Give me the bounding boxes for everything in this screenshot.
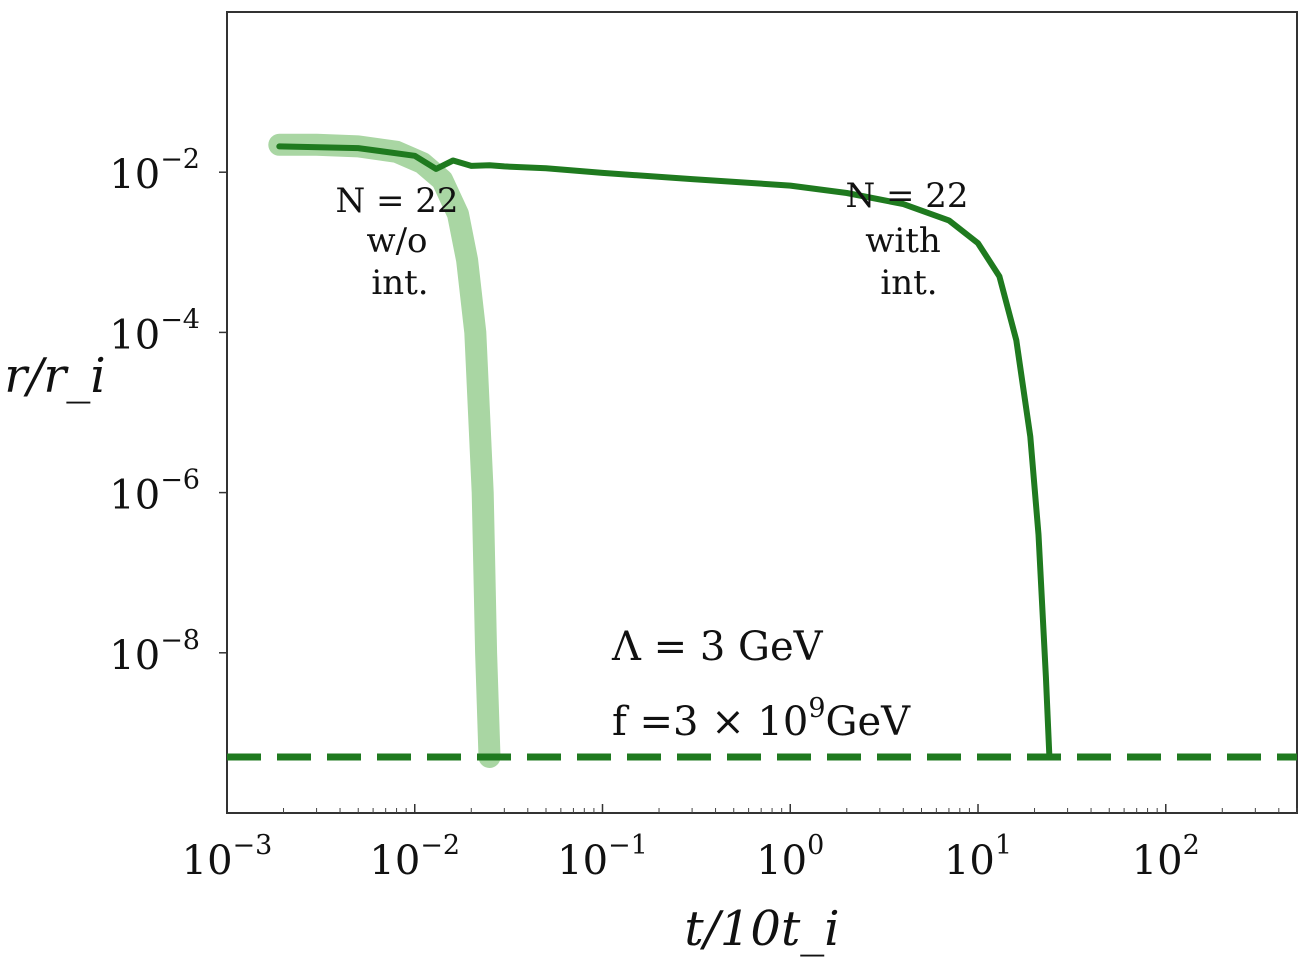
- annotation-right-n: N = 22: [845, 176, 968, 216]
- x-tick-label: 100: [756, 830, 824, 884]
- x-tick-label: 102: [1132, 830, 1200, 884]
- x-tick-label: 10−1: [557, 830, 648, 884]
- annotation-with-interaction: N = 22 with int.: [845, 176, 968, 303]
- annotation-left-wo: w/o: [366, 221, 427, 261]
- annotation-right-with: with: [865, 221, 941, 261]
- annotation-left-int: int.: [371, 263, 428, 303]
- x-axis-label: t/10t_i: [684, 901, 839, 957]
- y-axis-ticks: 10−2 10−4 10−6 10−8: [109, 144, 227, 679]
- plot-frame: [226, 11, 1298, 814]
- y-tick-label: 10−6: [109, 465, 200, 519]
- y-axis-label: r/r_i: [4, 348, 105, 404]
- annotation-f-prefix: f =3 × 10: [612, 699, 808, 745]
- y-tick-label: 10−8: [109, 625, 200, 679]
- x-tick-label: 101: [944, 830, 1012, 884]
- x-tick-label: 10−2: [369, 830, 460, 884]
- annotation-right-int: int.: [880, 263, 937, 303]
- x-tick-label: 10−3: [182, 830, 273, 884]
- y-tick-label: 10−2: [109, 144, 200, 198]
- annotation-f-exp: 9: [808, 693, 825, 724]
- x-axis-ticks: 10−3 10−2 10−1 100 101 102: [182, 804, 1298, 884]
- annotation-left-n: N = 22: [335, 181, 458, 221]
- y-tick-label: 10−4: [109, 304, 200, 358]
- annotation-without-interaction: N = 22 w/o int.: [335, 181, 458, 303]
- series-with-interaction: [276, 143, 1053, 760]
- annotation-lambda: Λ = 3 GeV: [611, 624, 824, 670]
- annotation-f-suffix: GeV: [826, 699, 912, 745]
- annotation-f: f =3 × 109GeV: [612, 693, 911, 745]
- series-layer: [227, 133, 1297, 768]
